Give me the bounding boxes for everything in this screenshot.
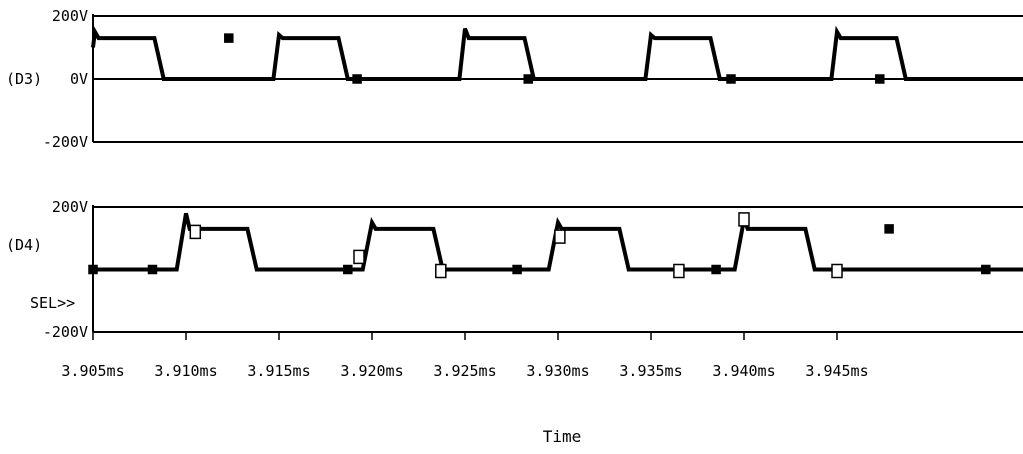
filled-marker-0-3 xyxy=(726,74,736,84)
open-marker-1-1 xyxy=(353,249,365,265)
x-tick-label-4: 3.925ms xyxy=(433,362,496,380)
open-marker-1-6 xyxy=(831,263,843,279)
plot-d4-ytick-200: 200V xyxy=(52,198,88,216)
x-axis-title: Time xyxy=(543,427,582,446)
filled-marker-1-1 xyxy=(147,264,158,275)
filled-marker-1-2 xyxy=(343,264,353,275)
plot-d4-ytick-minus200: -200V xyxy=(43,323,88,341)
plot-d3-ytick-0: 0V xyxy=(70,70,88,88)
plot-d3: 200V 0V -200V (D3) xyxy=(6,7,1023,151)
x-tick-label-1: 3.910ms xyxy=(154,362,217,380)
filled-marker-1-5 xyxy=(884,224,894,234)
open-marker-1-0 xyxy=(189,224,202,240)
x-tick-label-2: 3.915ms xyxy=(247,362,310,380)
plot-d3-ytick-minus200: -200V xyxy=(43,133,88,151)
filled-marker-1-6 xyxy=(981,264,991,275)
plot-d3-ytick-200: 200V xyxy=(52,7,88,25)
filled-marker-0-2 xyxy=(523,74,533,84)
x-tick-label-5: 3.930ms xyxy=(526,362,589,380)
x-tick-label-8: 3.945ms xyxy=(805,362,868,380)
open-marker-1-5 xyxy=(738,212,750,227)
plot-d3-signal-label: (D3) xyxy=(6,70,42,88)
filled-marker-1-0 xyxy=(88,264,98,275)
x-tick-label-7: 3.940ms xyxy=(712,362,775,380)
open-marker-1-3 xyxy=(554,229,566,244)
x-tick-label-6: 3.935ms xyxy=(619,362,682,380)
plot-d4: 200V -200V (D4) SEL>> xyxy=(6,198,1023,341)
plot-d4-sel-label[interactable]: SEL>> xyxy=(30,294,75,312)
plot-d4-signal-label: (D4) xyxy=(6,236,42,254)
x-axis: 3.905ms 3.910ms 3.915ms 3.920ms 3.925ms 3.930… xyxy=(61,332,869,380)
x-tick-label-3: 3.920ms xyxy=(340,362,403,380)
trace-line-0-0 xyxy=(91,25,1023,81)
filled-marker-1-4 xyxy=(711,264,721,275)
open-marker-1-4 xyxy=(673,263,685,279)
filled-marker-0-1 xyxy=(352,74,362,84)
plot-d3-trace-group xyxy=(91,25,1023,84)
plot-d4-trace-group xyxy=(88,212,1023,279)
filled-marker-0-4 xyxy=(875,74,885,84)
open-marker-1-2 xyxy=(435,263,447,279)
filled-marker-1-3 xyxy=(512,264,522,275)
filled-marker-0-0 xyxy=(224,33,234,43)
x-tick-label-0: 3.905ms xyxy=(61,362,124,380)
